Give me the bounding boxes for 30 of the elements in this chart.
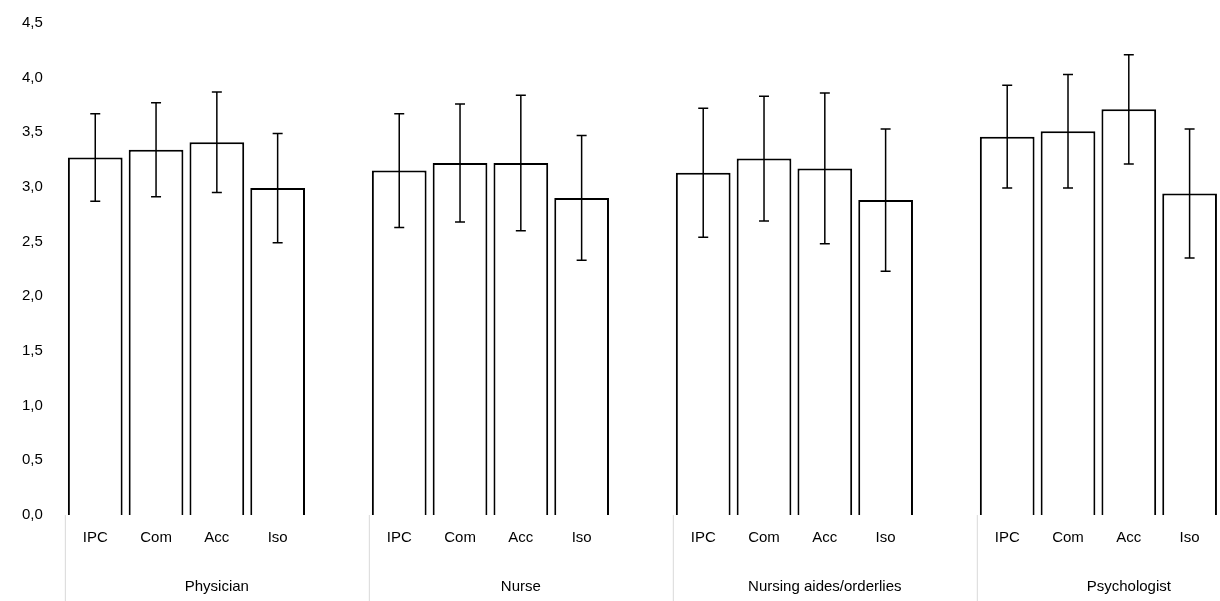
x-tick-label: Acc [812, 528, 838, 546]
text: Psychologist [1086, 577, 1172, 595]
y-tick-label: 1,0 [21, 395, 43, 413]
x-tick-label: IPC [386, 528, 412, 546]
y-tick-label: 4,0 [21, 67, 43, 85]
x-tick-label: Acc [508, 528, 534, 546]
x-tick-label: Com [748, 528, 780, 546]
y-tick-label: 4,5 [21, 13, 43, 31]
x-tick-label: Iso [267, 528, 288, 546]
x-tick-label: Acc [204, 528, 230, 546]
y-tick-label: 2,5 [21, 231, 43, 249]
y-tick-label: 3,5 [21, 122, 43, 140]
y-tick-label: 0,0 [21, 505, 43, 523]
x-tick-label: Acc [1116, 528, 1142, 546]
x-tick-label: Com [1052, 528, 1084, 546]
x-tick-label: IPC [690, 528, 716, 546]
x-tick-label: Com [140, 528, 172, 546]
x-tick-label: Iso [875, 528, 896, 546]
x-tick-label: IPC [994, 528, 1020, 546]
y-tick-label: 0,5 [21, 450, 43, 468]
y-tick-label: 3,0 [21, 177, 43, 195]
x-tick-label: Com [444, 528, 476, 546]
text: Nurse [500, 577, 541, 595]
x-tick-label: IPC [82, 528, 108, 546]
text: Physician [184, 577, 249, 595]
y-tick-label: 1,5 [21, 341, 43, 359]
text: Nursing aides/orderlies [748, 577, 902, 595]
y-tick-label: 2,0 [21, 286, 43, 304]
x-tick-label: Iso [1179, 528, 1200, 546]
x-tick-label: Iso [571, 528, 592, 546]
